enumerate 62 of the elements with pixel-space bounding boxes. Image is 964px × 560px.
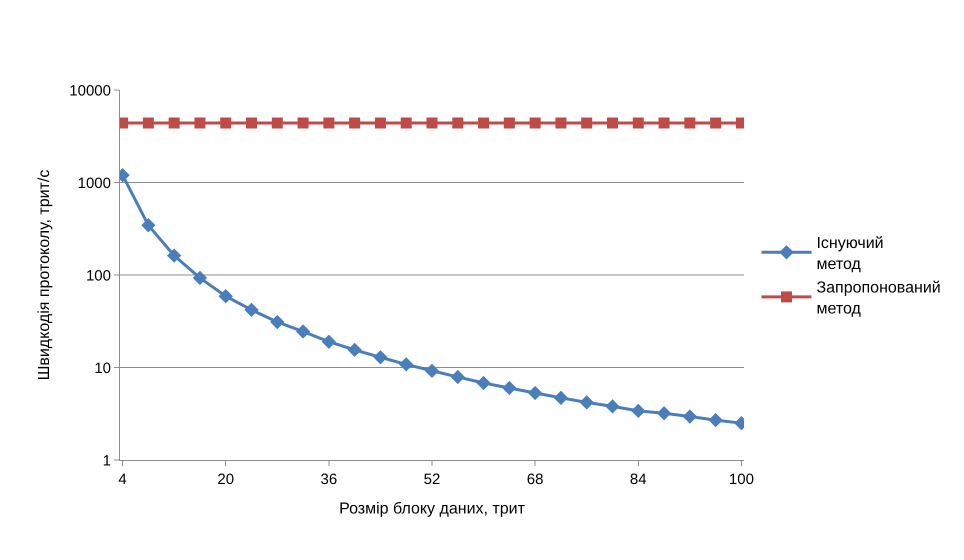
point bbox=[656, 406, 672, 420]
y-tick-label: 10 bbox=[94, 360, 111, 377]
point bbox=[424, 364, 440, 378]
point bbox=[192, 270, 208, 286]
point bbox=[658, 117, 670, 128]
point bbox=[478, 117, 490, 128]
point bbox=[528, 386, 542, 400]
x-tick-label: 68 bbox=[526, 471, 544, 488]
y-tick-label: 10000 bbox=[69, 82, 111, 100]
point bbox=[580, 395, 594, 410]
point bbox=[218, 289, 233, 304]
point bbox=[244, 302, 259, 317]
point bbox=[631, 404, 646, 418]
point bbox=[452, 117, 464, 128]
y-tick-label: 1000 bbox=[78, 174, 111, 192]
point bbox=[632, 117, 644, 128]
point bbox=[502, 380, 517, 396]
point bbox=[323, 117, 334, 128]
point bbox=[450, 370, 465, 384]
legend-label: Запропонований метод bbox=[816, 280, 941, 318]
x-tick-label: 84 bbox=[630, 471, 647, 488]
point bbox=[374, 117, 386, 128]
x-tick-label: 52 bbox=[424, 471, 440, 488]
point bbox=[349, 117, 360, 128]
point bbox=[399, 357, 414, 372]
legend-label: Існуючий метод bbox=[816, 235, 884, 273]
point bbox=[373, 350, 388, 364]
point bbox=[555, 117, 566, 128]
point bbox=[220, 117, 232, 128]
y-tick-label: 100 bbox=[86, 267, 111, 284]
point bbox=[605, 399, 620, 414]
point bbox=[607, 117, 618, 128]
point bbox=[476, 376, 491, 390]
point bbox=[504, 117, 515, 128]
x-tick-label: 4 bbox=[118, 471, 127, 488]
point bbox=[322, 334, 336, 349]
point bbox=[400, 117, 412, 128]
x-tick-label: 100 bbox=[728, 471, 754, 488]
point bbox=[270, 314, 284, 330]
point bbox=[682, 409, 697, 424]
point bbox=[194, 117, 206, 128]
point bbox=[167, 248, 182, 263]
point bbox=[554, 390, 568, 405]
y-tick-label: 1 bbox=[102, 452, 111, 470]
point bbox=[347, 342, 362, 358]
point bbox=[530, 117, 541, 128]
point bbox=[298, 117, 309, 128]
point bbox=[272, 117, 283, 128]
point bbox=[296, 324, 310, 339]
point bbox=[426, 117, 438, 128]
point bbox=[141, 218, 156, 232]
point bbox=[710, 117, 722, 128]
x-tick-label: 20 bbox=[217, 471, 234, 488]
point bbox=[581, 117, 592, 128]
point bbox=[708, 412, 723, 428]
point bbox=[246, 117, 257, 128]
x-axis-title: Розмір блоку даних, трит bbox=[339, 500, 526, 518]
point bbox=[684, 117, 696, 128]
point bbox=[168, 117, 180, 128]
x-tick-label: 36 bbox=[320, 471, 338, 488]
y-axis-title: Швидкодія протоколу, трит/с bbox=[36, 170, 54, 380]
point bbox=[142, 117, 154, 128]
